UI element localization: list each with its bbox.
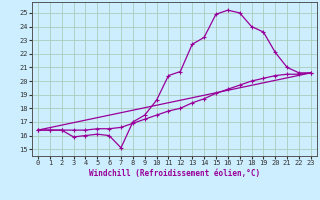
X-axis label: Windchill (Refroidissement éolien,°C): Windchill (Refroidissement éolien,°C) [89, 169, 260, 178]
